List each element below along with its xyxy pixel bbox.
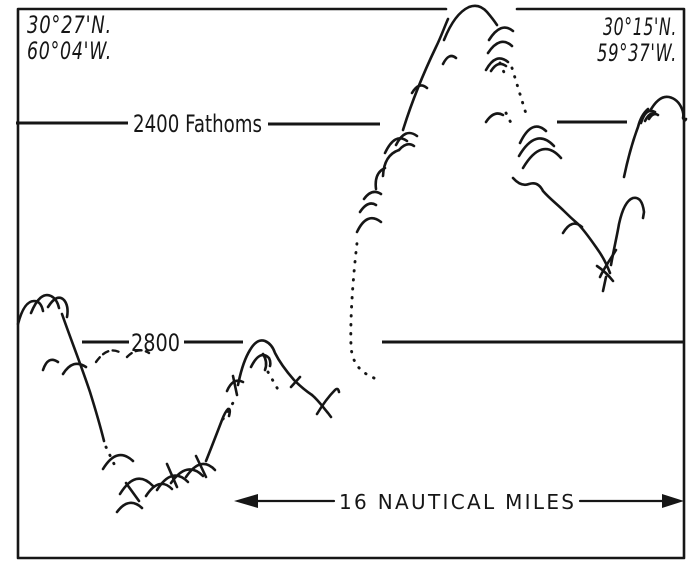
plot-border [16,7,686,560]
scale-label: 16 NAUTICAL MILES [339,490,576,514]
valley-trace [101,396,238,514]
scale-arrowhead-right [662,494,684,508]
right-peak-trace [622,95,688,179]
depth-2400-label: 2400 Fathoms [133,110,262,138]
end-latitude-label: 30°15'N. [603,13,677,41]
end-longitude-label: 59°37'W. [597,39,677,67]
left-hill-trace [16,293,151,470]
seafloor-trace [16,4,688,514]
depth-line-2400 [16,120,627,126]
seamount-summit-trace [442,4,529,129]
second-hill-trace [225,339,341,419]
scale-arrowhead-left [234,494,258,508]
scale-bar [234,494,684,508]
seamount-right-descent-trace [511,176,646,293]
seamount-left-flank-trace [355,17,458,234]
dotted-climb-trace [349,241,376,380]
start-latitude-label: 30°27'N. [27,11,112,39]
echo-fan-arcs [517,125,563,170]
depth-2800-label: 2800 [131,329,180,357]
start-longitude-label: 60°04'W. [27,37,112,65]
